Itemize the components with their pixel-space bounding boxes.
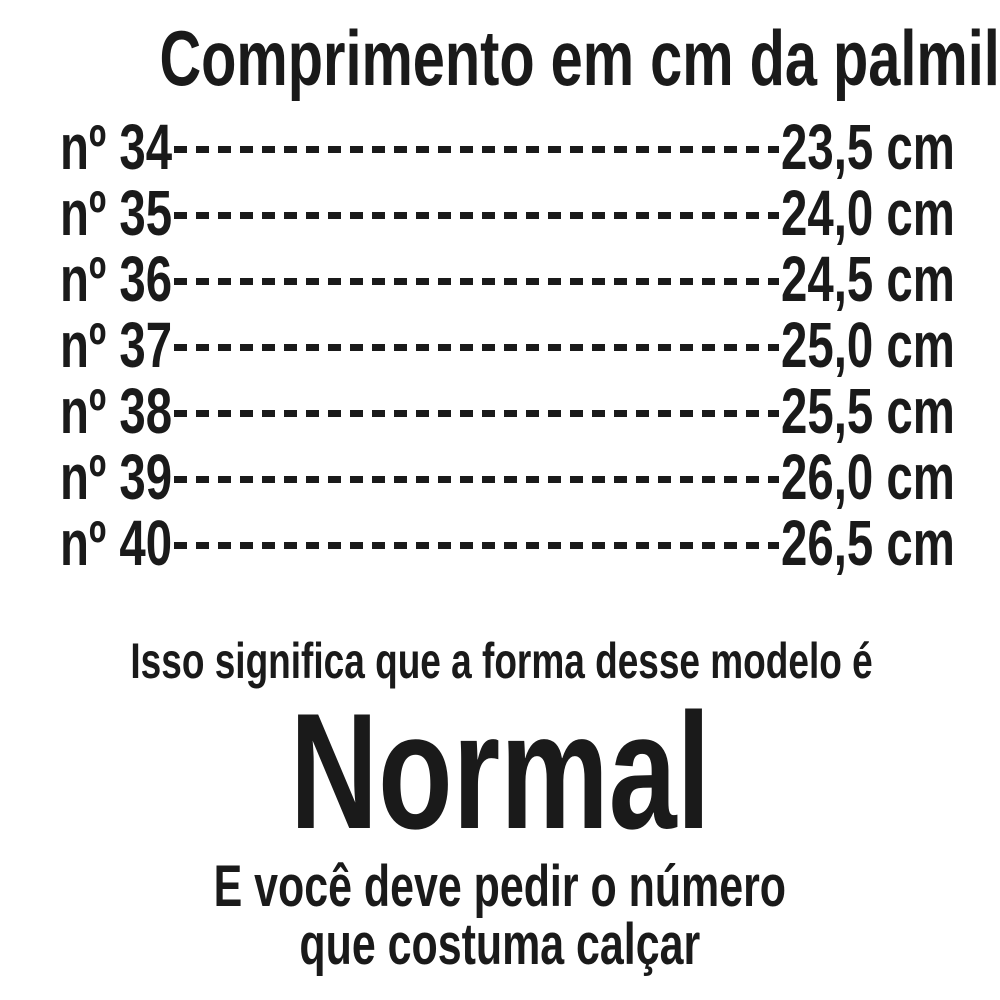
size-row: nº 37 25,0 cm <box>60 312 955 378</box>
size-label: nº 40 <box>60 506 173 579</box>
subtitle: Isso significa que a forma desse modelo … <box>0 632 1000 689</box>
size-row: nº 40 26,5 cm <box>60 510 955 576</box>
subtitle-text: Isso significa que a forma desse modelo … <box>130 632 873 689</box>
dash-leader-line <box>174 212 780 220</box>
dash-leader-line <box>174 146 780 154</box>
dash-leader-line <box>174 278 780 286</box>
length-value: 23,5 cm <box>781 110 955 183</box>
page-title-text: Comprimento em cm da palmilha <box>159 14 1000 102</box>
dash-leader-line <box>174 344 780 352</box>
size-label: nº 36 <box>60 242 173 315</box>
size-label: nº 38 <box>60 374 173 447</box>
size-label: nº 37 <box>60 308 173 381</box>
dash-leader-line <box>174 476 780 484</box>
size-label: nº 39 <box>60 440 173 513</box>
page-title: Comprimento em cm da palmilha <box>0 14 1000 102</box>
footer-note: E você deve pedir o número que costuma c… <box>0 853 1000 977</box>
size-label: nº 34 <box>60 110 173 183</box>
size-row: nº 36 24,5 cm <box>60 246 955 312</box>
size-row: nº 39 26,0 cm <box>60 444 955 510</box>
footer-line-1-text: E você deve pedir o número <box>213 853 787 919</box>
size-table: nº 34 23,5 cm nº 35 24,0 cm nº 36 24,5 c… <box>0 114 1000 576</box>
footer-line-2: que costuma calçar <box>0 911 1000 977</box>
length-value: 25,5 cm <box>781 374 955 447</box>
length-value: 24,5 cm <box>781 242 955 315</box>
size-row: nº 38 25,5 cm <box>60 378 955 444</box>
length-value: 25,0 cm <box>781 308 955 381</box>
dash-leader-line <box>174 542 780 550</box>
shape-name-text: Normal <box>289 678 711 863</box>
length-value: 24,0 cm <box>781 176 955 249</box>
footer-line-1: E você deve pedir o número <box>0 853 1000 919</box>
size-row: nº 34 23,5 cm <box>60 114 955 180</box>
length-value: 26,0 cm <box>781 440 955 513</box>
footer-line-2-text: que costuma calçar <box>299 911 701 977</box>
size-row: nº 35 24,0 cm <box>60 180 955 246</box>
dash-leader-line <box>174 410 780 418</box>
shape-name: Normal <box>0 678 1000 863</box>
size-label: nº 35 <box>60 176 173 249</box>
length-value: 26,5 cm <box>781 506 955 579</box>
